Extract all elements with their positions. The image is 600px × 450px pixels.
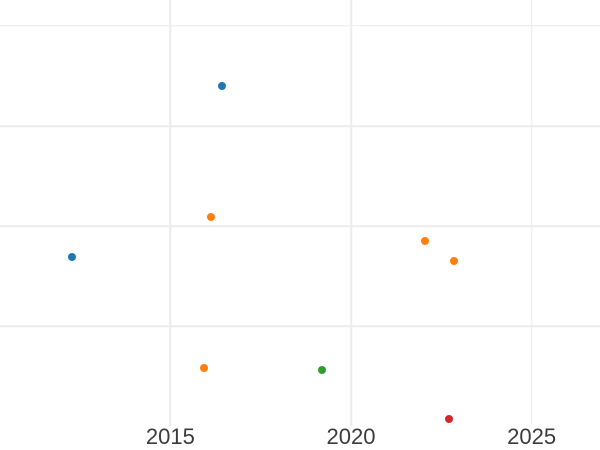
scatter-point-blue <box>68 253 76 261</box>
x-tick-label: 2020 <box>326 424 376 449</box>
vertical-gridline <box>350 0 352 426</box>
x-tick-label: 2025 <box>507 424 557 449</box>
horizontal-gridline <box>0 24 600 27</box>
scatter-point-orange <box>421 237 430 245</box>
vertical-gridline <box>530 0 533 426</box>
horizontal-gridline <box>0 325 600 328</box>
scatter-point-orange <box>450 257 459 266</box>
x-tick-label: 2015 <box>145 424 195 449</box>
scatter-point-orange <box>199 364 208 372</box>
scatter-point-blue <box>218 82 226 90</box>
horizontal-gridline <box>0 125 600 127</box>
scatter-point-red <box>445 415 453 423</box>
horizontal-gridline <box>0 225 600 227</box>
vertical-gridline <box>169 0 172 426</box>
scatter-point-orange <box>206 212 215 221</box>
scatter-point-green <box>318 366 326 374</box>
